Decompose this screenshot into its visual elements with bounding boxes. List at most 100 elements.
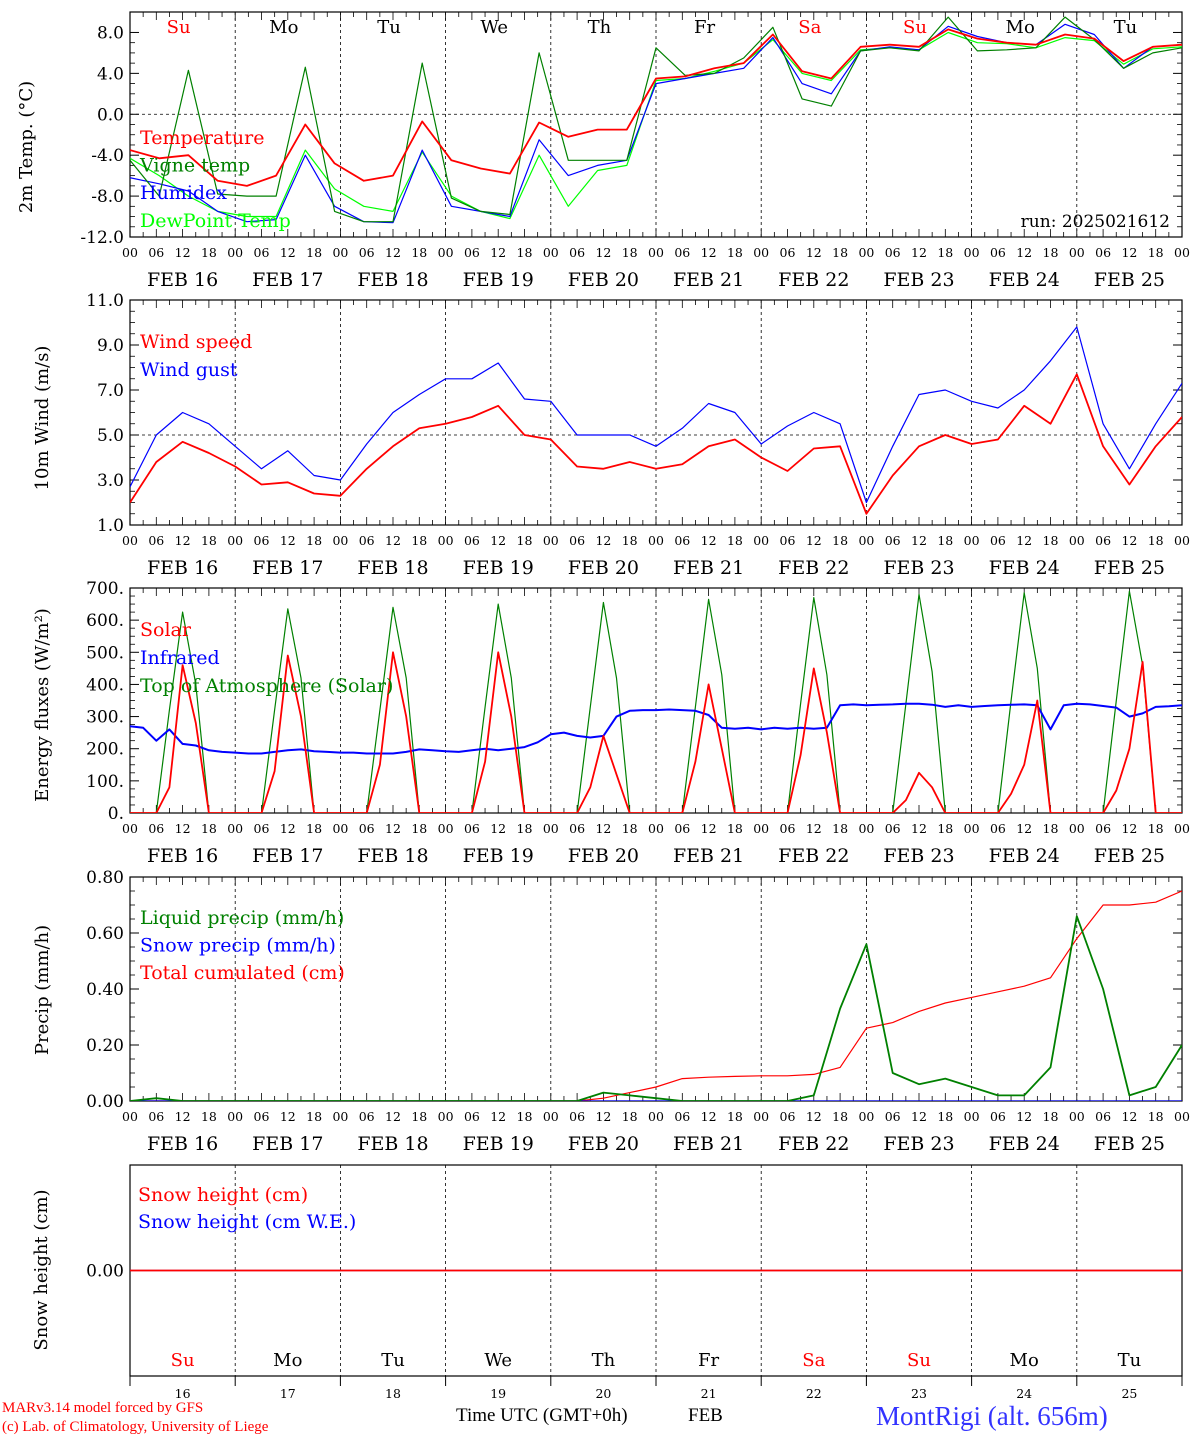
weekday-label: Sa	[798, 17, 821, 38]
hour-tick-label: 00	[858, 245, 874, 260]
hour-tick-label: 06	[148, 245, 164, 260]
y-axis-label: 10m Wind (m/s)	[32, 346, 53, 491]
hour-tick-label: 00	[227, 821, 243, 836]
series-line-temperature	[130, 28, 1182, 187]
date-label: FEB 23	[883, 845, 954, 867]
hour-tick-label: 06	[780, 821, 796, 836]
day-number-label: 23	[911, 1386, 927, 1401]
y-tick-label: -12.0	[80, 228, 124, 248]
hour-tick-label: 12	[280, 245, 296, 260]
hour-tick-label: 06	[254, 1109, 270, 1124]
panel-frame	[129, 299, 1183, 526]
date-label: FEB 16	[147, 1133, 218, 1155]
series-line-liquid-precip-mm-h-	[130, 915, 1182, 1101]
y-tick-label: 1.0	[97, 516, 124, 536]
weekday-label: Su	[903, 17, 927, 38]
day-number-label: 16	[175, 1386, 191, 1401]
hour-tick-label: 18	[832, 533, 848, 548]
y-tick-label: 100.	[86, 772, 124, 792]
hour-tick-label: 18	[1043, 821, 1059, 836]
legend-entry: Temperature	[140, 127, 264, 149]
hour-tick-label: 06	[1095, 245, 1111, 260]
y-tick-label: 300.	[86, 708, 124, 728]
weekday-label: Mo	[269, 17, 298, 38]
legend-entry: Snow precip (mm/h)	[140, 935, 336, 957]
date-label: FEB 24	[989, 845, 1060, 867]
legend-entry: Snow height (cm W.E.)	[138, 1211, 356, 1233]
date-label: FEB 16	[147, 557, 218, 579]
series-line-top-of-atmosphere-solar-	[130, 590, 1182, 813]
date-label: FEB 21	[673, 557, 744, 579]
date-label: FEB 20	[568, 845, 639, 867]
hour-tick-label: 12	[1016, 1109, 1032, 1124]
hour-tick-label: 00	[753, 245, 769, 260]
date-label: FEB 24	[989, 1133, 1060, 1155]
hour-tick-label: 06	[464, 533, 480, 548]
hour-tick-label: 06	[148, 533, 164, 548]
hour-tick-label: 12	[806, 245, 822, 260]
hour-tick-label: 12	[490, 533, 506, 548]
hour-tick-label: 06	[464, 821, 480, 836]
hour-tick-label: 06	[569, 245, 585, 260]
legend-entry: Humidex	[140, 182, 227, 204]
legend-entry: Vigne temp	[139, 155, 250, 177]
hour-tick-label: 12	[175, 821, 191, 836]
hour-tick-label: 06	[885, 1109, 901, 1124]
hour-tick-label: 06	[464, 245, 480, 260]
y-tick-label: 9.0	[97, 336, 124, 356]
hour-tick-label: 00	[438, 821, 454, 836]
hour-tick-label: 18	[411, 821, 427, 836]
date-label: FEB 24	[989, 557, 1060, 579]
hour-tick-label: 18	[727, 533, 743, 548]
date-label: FEB 23	[883, 269, 954, 291]
y-axis-label: Snow height (cm)	[31, 1189, 52, 1350]
hour-tick-label: 00	[122, 821, 138, 836]
weekday-label: Mo	[273, 1350, 302, 1371]
hour-tick-label: 12	[280, 533, 296, 548]
hour-tick-label: 18	[517, 245, 533, 260]
hour-tick-label: 06	[674, 533, 690, 548]
hour-tick-label: 18	[306, 821, 322, 836]
day-number-label: 18	[385, 1386, 401, 1401]
series-line-wind-speed	[130, 373, 1182, 515]
panel-3: 00 06 12 18 00 06 12 18 00 06 12 18 00 06 12 18 00 06 12 18…	[32, 579, 1190, 867]
hour-tick-label: 12	[490, 1109, 506, 1124]
hour-tick-label: 06	[569, 1109, 585, 1124]
hour-tick-label: 12	[911, 821, 927, 836]
y-tick-label: 700.	[86, 579, 124, 599]
legend-entry: Wind gust	[140, 359, 238, 381]
hour-tick-label: 12	[385, 245, 401, 260]
weekday-label: We	[480, 17, 508, 38]
hour-tick-label: 12	[1016, 533, 1032, 548]
station-name: MontRigi (alt. 656m)	[876, 1401, 1108, 1431]
hour-tick-label: 12	[280, 821, 296, 836]
hour-tick-label: 18	[201, 821, 217, 836]
hour-tick-label: 18	[1043, 533, 1059, 548]
hour-tick-label: 00	[227, 245, 243, 260]
y-tick-label: 5.0	[97, 426, 124, 446]
legend-entry: Infrared	[140, 647, 220, 669]
hour-tick-label: 18	[306, 1109, 322, 1124]
hour-tick-label: 06	[780, 1109, 796, 1124]
hour-tick-label: 06	[254, 245, 270, 260]
y-tick-label: 400.	[86, 675, 124, 695]
y-tick-label: -4.0	[91, 146, 124, 166]
hour-tick-label: 06	[990, 245, 1006, 260]
day-number-label: 25	[1121, 1386, 1137, 1401]
hour-tick-label: 12	[1121, 1109, 1137, 1124]
hour-tick-label: 18	[832, 245, 848, 260]
hour-tick-label: 00	[122, 1109, 138, 1124]
hour-tick-label: 06	[674, 1109, 690, 1124]
hour-tick-label: 00	[1174, 533, 1190, 548]
date-label: FEB 21	[673, 1133, 744, 1155]
hour-tick-label: 06	[780, 533, 796, 548]
date-label: FEB 22	[778, 1133, 849, 1155]
legend-entry: Total cumulated (cm)	[140, 962, 345, 984]
date-label: FEB 17	[252, 269, 323, 291]
hour-tick-label: 00	[753, 1109, 769, 1124]
hour-tick-label: 06	[359, 821, 375, 836]
weekday-label: Fr	[698, 1350, 719, 1371]
y-tick-label: 0.00	[86, 1262, 124, 1282]
hour-tick-label: 12	[595, 1109, 611, 1124]
hour-tick-label: 00	[332, 245, 348, 260]
